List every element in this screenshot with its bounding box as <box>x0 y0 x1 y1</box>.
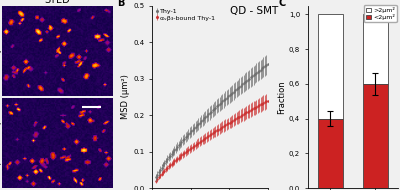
Y-axis label: MSD (μm²): MSD (μm²) <box>122 74 130 119</box>
Text: C: C <box>279 0 286 8</box>
Title: STED: STED <box>44 0 70 5</box>
Text: QD - SMT: QD - SMT <box>230 6 278 16</box>
Y-axis label: αvβ3-bound Thy-1: αvβ3-bound Thy-1 <box>0 114 2 172</box>
Bar <box>318 119 343 188</box>
Legend: >2μm², <2μm²: >2μm², <2μm² <box>364 5 397 22</box>
Legend: Thy-1, αᵥβ₃-bound Thy-1: Thy-1, αᵥβ₃-bound Thy-1 <box>155 9 215 21</box>
Y-axis label: Thy-1: Thy-1 <box>0 41 2 60</box>
Y-axis label: Fraction: Fraction <box>277 80 286 114</box>
Bar <box>318 14 343 119</box>
Bar <box>363 14 388 84</box>
Text: B: B <box>118 0 125 8</box>
Bar <box>363 84 388 188</box>
